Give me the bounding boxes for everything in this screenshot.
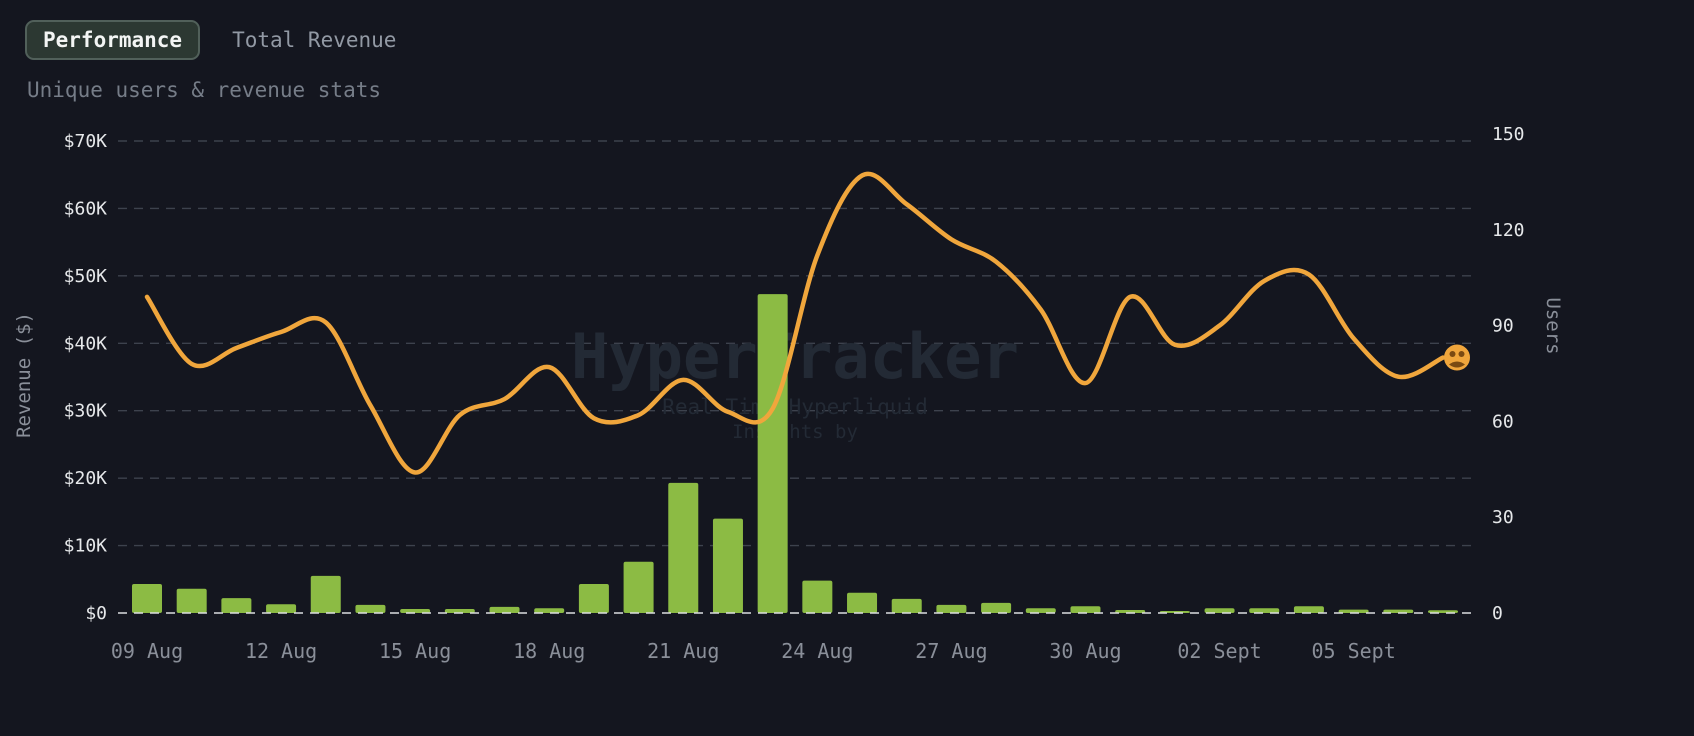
svg-text:60: 60 bbox=[1492, 411, 1514, 432]
revenue-bar bbox=[1115, 609, 1146, 613]
svg-text:$20K: $20K bbox=[64, 468, 108, 489]
revenue-bar bbox=[266, 604, 297, 613]
revenue-bar bbox=[1204, 608, 1235, 613]
revenue-bar bbox=[1070, 606, 1101, 613]
svg-text:30: 30 bbox=[1492, 507, 1514, 528]
svg-text:$30K: $30K bbox=[64, 401, 108, 422]
svg-text:150: 150 bbox=[1492, 124, 1525, 145]
svg-text:$60K: $60K bbox=[64, 198, 108, 219]
gridlines bbox=[118, 140, 1475, 547]
svg-text:09 Aug: 09 Aug bbox=[111, 639, 183, 663]
revenue-bar bbox=[757, 294, 788, 613]
revenue-bar bbox=[1383, 609, 1414, 613]
svg-text:90: 90 bbox=[1492, 316, 1514, 337]
revenue-bar bbox=[802, 580, 833, 613]
svg-text:27 Aug: 27 Aug bbox=[915, 639, 987, 663]
revenue-bar bbox=[444, 608, 475, 613]
revenue-bar bbox=[1338, 609, 1369, 613]
svg-text:120: 120 bbox=[1492, 220, 1525, 241]
svg-text:Insights by: Insights by bbox=[732, 421, 858, 443]
svg-text:02 Sept: 02 Sept bbox=[1177, 639, 1261, 663]
tab-total-revenue[interactable]: Total Revenue bbox=[232, 28, 397, 52]
revenue-bar bbox=[981, 602, 1012, 613]
revenue-bars bbox=[132, 294, 1458, 613]
revenue-bar bbox=[489, 606, 520, 613]
revenue-bar bbox=[1293, 606, 1324, 613]
right-axis-tick-labels: 0 30 60 90 120 150 bbox=[1492, 124, 1525, 624]
x-axis-date-labels: 09 Aug 12 Aug 15 Aug 18 Aug 21 Aug 24 Aug 27 A… bbox=[111, 639, 1396, 663]
svg-text:$10K: $10K bbox=[64, 536, 108, 557]
svg-text:21 Aug: 21 Aug bbox=[647, 639, 719, 663]
revenue-bar bbox=[534, 608, 565, 613]
svg-text:05 Sept: 05 Sept bbox=[1311, 639, 1395, 663]
chart-subtitle: Unique users & revenue stats bbox=[27, 78, 382, 102]
revenue-bar bbox=[176, 588, 207, 613]
users-line bbox=[144, 171, 1446, 475]
revenue-bar bbox=[578, 584, 609, 613]
right-axis-title: Users bbox=[1542, 297, 1564, 354]
svg-text:12 Aug: 12 Aug bbox=[245, 639, 317, 663]
svg-text:$50K: $50K bbox=[64, 266, 108, 287]
revenue-bar bbox=[623, 561, 654, 613]
revenue-bar bbox=[936, 604, 967, 613]
svg-text:24 Aug: 24 Aug bbox=[781, 639, 853, 663]
left-axis-title: Revenue ($) bbox=[13, 312, 35, 438]
users-emoji-marker bbox=[1444, 344, 1470, 371]
revenue-bar bbox=[355, 604, 386, 613]
revenue-bar bbox=[400, 608, 431, 613]
svg-text:18 Aug: 18 Aug bbox=[513, 639, 585, 663]
revenue-bar bbox=[132, 584, 162, 613]
chart-tabs: Performance Total Revenue bbox=[25, 20, 400, 60]
revenue-bar bbox=[310, 575, 341, 613]
tab-performance[interactable]: Performance bbox=[25, 20, 201, 60]
svg-text:0: 0 bbox=[1492, 603, 1503, 624]
revenue-bar bbox=[1025, 608, 1056, 613]
revenue-bar bbox=[891, 598, 922, 613]
svg-text:$70K: $70K bbox=[64, 131, 108, 152]
left-axis-tick-labels: $0 $10K $20K $30K $40K $50K $60K $70K bbox=[64, 131, 108, 624]
revenue-bar bbox=[221, 598, 252, 613]
svg-text:$0: $0 bbox=[85, 603, 107, 624]
revenue-bar bbox=[847, 592, 878, 613]
svg-text:Real Time Hyperliquid: Real Time Hyperliquid bbox=[662, 395, 928, 419]
svg-text:$40K: $40K bbox=[64, 333, 108, 354]
revenue-bar bbox=[668, 482, 699, 613]
revenue-bar bbox=[1249, 608, 1280, 613]
svg-text:30 Aug: 30 Aug bbox=[1049, 639, 1121, 663]
svg-text:15 Aug: 15 Aug bbox=[379, 639, 451, 663]
revenue-bar bbox=[712, 518, 743, 613]
